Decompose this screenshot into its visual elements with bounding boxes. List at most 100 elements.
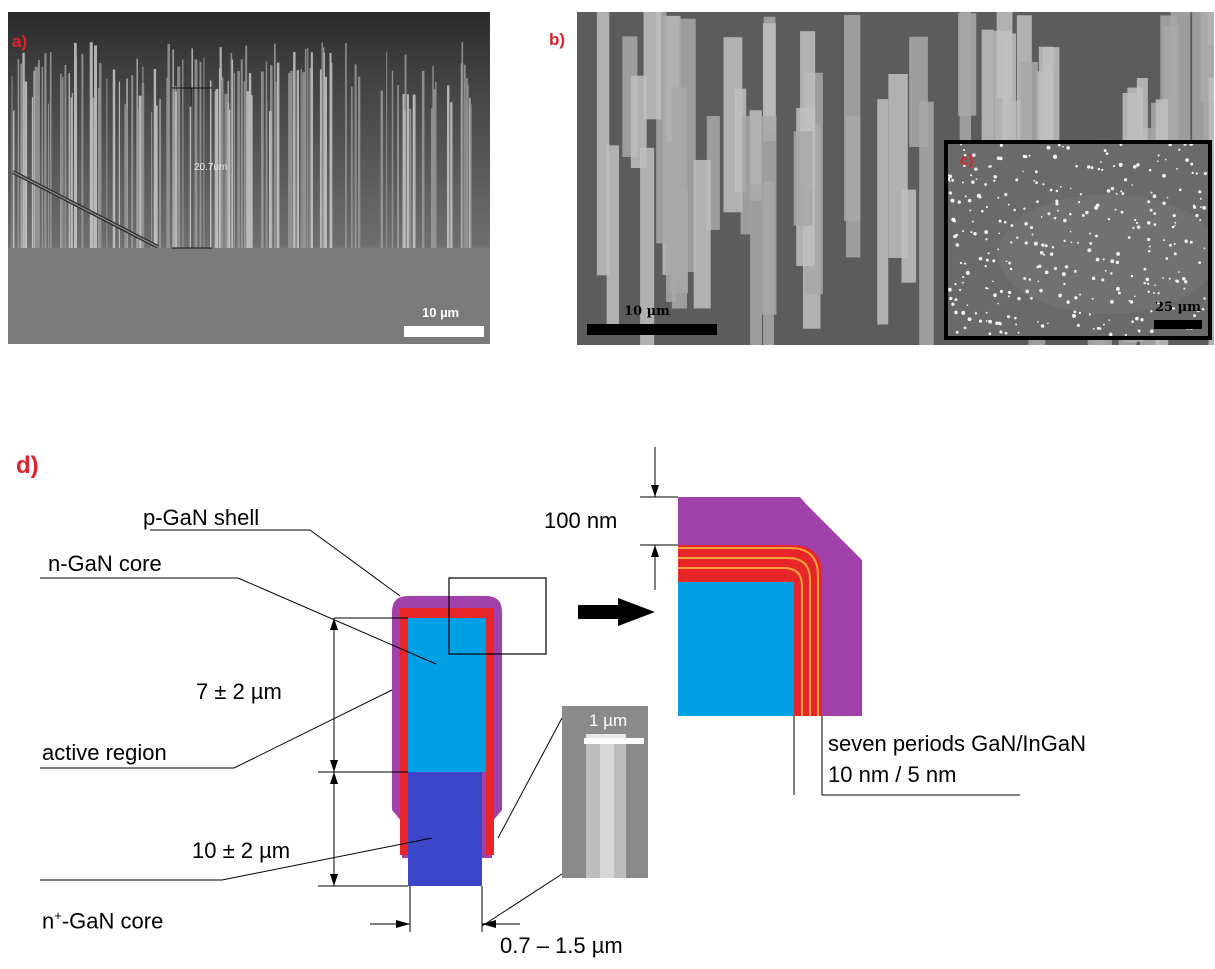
particle-dot bbox=[1033, 179, 1036, 182]
particle-dot bbox=[1055, 202, 1059, 206]
particle-dot bbox=[1168, 144, 1173, 147]
particle-dot bbox=[1097, 167, 1101, 171]
particle-dot bbox=[998, 232, 1001, 235]
particle-dot bbox=[1003, 220, 1007, 224]
particle-dot bbox=[1174, 221, 1177, 224]
panel-a-label: a) bbox=[12, 32, 28, 51]
sem-image-a bbox=[8, 12, 490, 344]
particle-dot bbox=[1176, 167, 1178, 170]
particle-dot bbox=[1203, 171, 1208, 176]
particle-dot bbox=[1022, 170, 1024, 173]
scalebar-b bbox=[587, 324, 717, 335]
particle-dot bbox=[1198, 190, 1202, 194]
particle-dot bbox=[1149, 329, 1154, 334]
particle-dot bbox=[1146, 282, 1150, 285]
particle-dot bbox=[1015, 178, 1019, 182]
particle-dot bbox=[1058, 293, 1062, 298]
label-p-gan-shell: p-GaN shell bbox=[143, 505, 260, 530]
zoom-arrow bbox=[578, 598, 655, 626]
particle-dot bbox=[1153, 223, 1157, 226]
particle-dot bbox=[1202, 205, 1207, 210]
particle-dot bbox=[999, 144, 1004, 147]
particle-dot bbox=[1066, 300, 1070, 304]
particle-dot bbox=[1136, 163, 1140, 167]
particle-dot bbox=[1099, 161, 1102, 163]
particle-dot bbox=[970, 174, 973, 177]
particle-dot bbox=[953, 219, 957, 223]
particle-dot bbox=[1022, 154, 1026, 158]
particle-dot bbox=[1173, 252, 1177, 256]
particle-dot bbox=[948, 177, 950, 181]
particle-dot bbox=[1095, 257, 1100, 262]
nanowire-texture bbox=[750, 184, 762, 345]
particle-dot bbox=[1162, 173, 1166, 178]
label-qw-line1: seven periods GaN/InGaN bbox=[828, 731, 1087, 756]
particle-dot bbox=[999, 156, 1003, 161]
nanowire-texture bbox=[606, 145, 620, 334]
particle-dot bbox=[950, 198, 955, 203]
particle-dot bbox=[967, 198, 972, 203]
label-qw-line2: 10 nm / 5 nm bbox=[828, 762, 957, 787]
sem-panel-a: a) 20.7um 10 µm bbox=[8, 12, 490, 344]
particle-dot bbox=[1148, 245, 1151, 248]
particle-dot bbox=[1057, 144, 1061, 147]
particle-dot bbox=[1064, 265, 1069, 269]
particle-dot bbox=[1007, 295, 1010, 298]
nanowire-texture bbox=[793, 131, 813, 226]
particle-dot bbox=[1150, 191, 1153, 194]
particle-dot bbox=[1096, 326, 1100, 330]
sem-panel-c: c) 25 µm bbox=[944, 140, 1212, 340]
particle-dot bbox=[1113, 165, 1116, 168]
particle-dot bbox=[973, 232, 977, 236]
particle-dot bbox=[1017, 296, 1021, 301]
particle-dot bbox=[1156, 300, 1161, 305]
particle-dot bbox=[1089, 241, 1093, 245]
particle-dot bbox=[1184, 280, 1188, 284]
particle-dot bbox=[997, 302, 999, 305]
scalebar-a-text: 10 µm bbox=[422, 305, 460, 320]
particle-dot bbox=[1062, 145, 1064, 148]
particle-dot bbox=[1130, 274, 1134, 278]
particle-dot bbox=[1070, 241, 1073, 244]
particle-dot bbox=[1199, 197, 1202, 200]
particle-dot bbox=[1010, 241, 1013, 244]
particle-dot bbox=[985, 238, 988, 241]
particle-dot bbox=[1005, 260, 1008, 263]
particle-dot bbox=[978, 256, 983, 261]
particle-dot bbox=[949, 180, 951, 183]
particle-dot bbox=[1090, 166, 1094, 170]
particle-dot bbox=[1129, 300, 1134, 304]
panel-d-label: d) bbox=[16, 452, 39, 479]
particle-dot bbox=[1102, 323, 1105, 326]
particle-dot bbox=[1087, 248, 1092, 253]
particle-dot bbox=[1030, 296, 1033, 300]
particle-dot bbox=[1047, 212, 1051, 216]
particle-dot bbox=[1131, 184, 1134, 186]
particle-dot bbox=[1134, 218, 1137, 222]
particle-dot bbox=[1004, 192, 1008, 197]
particle-dot bbox=[1008, 290, 1012, 295]
particle-dot bbox=[1137, 329, 1141, 333]
particle-dot bbox=[1028, 154, 1031, 157]
particle-dot bbox=[1079, 193, 1082, 196]
particle-dot bbox=[1147, 237, 1151, 242]
particle-dot bbox=[1006, 315, 1011, 319]
particle-dot bbox=[1156, 160, 1159, 163]
particle-dot bbox=[961, 281, 964, 284]
particle-dot bbox=[1110, 272, 1113, 275]
particle-dot bbox=[1195, 172, 1198, 175]
label-upper-length: 7 ± 2 µm bbox=[196, 679, 282, 704]
label-n-gan-core: n-GaN core bbox=[48, 551, 162, 576]
particle-dot bbox=[1039, 288, 1043, 293]
particle-dot bbox=[1191, 171, 1194, 175]
particle-dot bbox=[1094, 205, 1099, 210]
particle-dot bbox=[1198, 261, 1202, 264]
particle-dot bbox=[1110, 259, 1115, 264]
particle-dot bbox=[1178, 148, 1181, 151]
n-plus-prefix: n bbox=[42, 908, 55, 934]
particle-dot bbox=[1101, 278, 1105, 282]
scalebar-c bbox=[1154, 320, 1202, 329]
particle-dot bbox=[1053, 266, 1058, 271]
particle-dot bbox=[1201, 307, 1205, 311]
particle-dot bbox=[970, 231, 973, 234]
